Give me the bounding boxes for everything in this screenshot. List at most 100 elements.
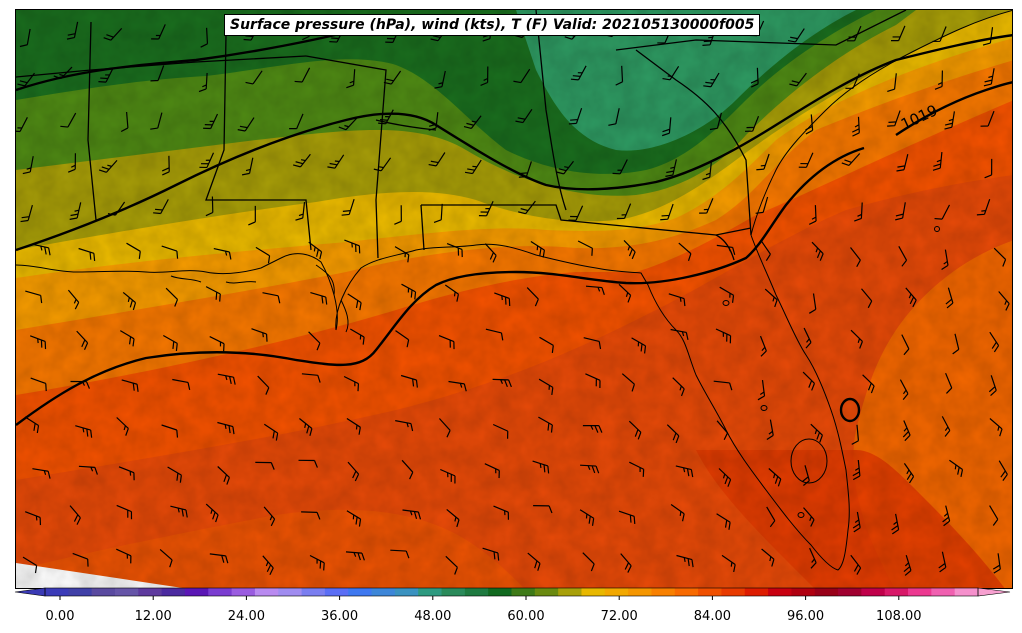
wind-barb: [803, 327, 812, 349]
wind-barb: [539, 336, 554, 354]
wind-barb: [526, 287, 539, 307]
wind-barb: [257, 375, 270, 395]
wind-barb: [198, 72, 208, 93]
wind-barb: [932, 26, 947, 43]
wind-barb: [532, 460, 550, 474]
wind-barb: [861, 288, 873, 309]
wind-barb: [484, 463, 500, 479]
wind-barb: [665, 159, 677, 177]
wind-barb: [585, 373, 601, 388]
wind-barb: [944, 111, 955, 130]
wind-barb: [984, 158, 993, 179]
wind-barb: [20, 204, 33, 223]
wind-barb: [851, 424, 860, 445]
colorbar-tick-label: 36.00: [321, 609, 358, 624]
wind-barb: [401, 283, 417, 300]
wind-barb: [568, 108, 583, 125]
temperature-colorbar: 0.00 12.00 24.00 36.00 48.00 60.00 72.00 84.00 9…: [14, 587, 1011, 624]
wind-barb: [702, 161, 712, 181]
wind-barb: [70, 380, 91, 389]
wind-barb: [938, 551, 947, 573]
colorbar-tick-label: 96.00: [787, 609, 824, 624]
wind-barb: [289, 113, 304, 130]
colorbar-cell: [861, 588, 886, 596]
wind-barb: [993, 247, 1007, 267]
wind-barb: [891, 513, 900, 535]
wind-barb: [518, 200, 536, 215]
wind-barb: [577, 240, 593, 256]
wind-barb: [666, 424, 680, 444]
wind-barb: [949, 459, 964, 478]
wind-barb: [446, 243, 463, 258]
wind-barb: [608, 108, 620, 126]
weather-map: 1019: [15, 9, 1013, 589]
colorbar-cell: [278, 588, 303, 596]
colorbar-cell: [371, 588, 396, 596]
colorbar-cell: [884, 588, 909, 596]
wind-barb: [934, 70, 943, 90]
wind-barb: [485, 328, 504, 341]
colorbar-cell: [138, 588, 163, 596]
wind-barb: [670, 328, 689, 341]
wind-barb: [585, 285, 605, 295]
wind-barb: [107, 201, 126, 216]
wind-barb: [678, 242, 692, 262]
wind-barb: [841, 153, 861, 166]
wind-barb: [903, 463, 915, 484]
wind-barb: [709, 112, 722, 131]
wind-barb: [618, 283, 632, 303]
wind-barb: [703, 72, 720, 88]
wind-barb: [661, 117, 672, 137]
wind-barb: [887, 73, 897, 93]
wind-barb: [394, 205, 402, 225]
wind-barb: [433, 203, 443, 224]
isobar-1016: [16, 28, 357, 92]
wind-barb: [579, 509, 595, 526]
colorbar-cell: [208, 588, 233, 596]
isobar-1017: [16, 146, 865, 426]
wind-barb: [809, 547, 817, 569]
wind-barb: [167, 466, 182, 483]
wind-barb: [702, 29, 716, 46]
isobars: [16, 28, 1012, 426]
wind-barb: [718, 468, 732, 487]
map-title: Surface pressure (hPa), wind (kts), T (F…: [224, 14, 761, 36]
wind-barb: [255, 461, 275, 470]
coastlines: [16, 10, 1012, 571]
wind-barb: [67, 153, 76, 173]
colorbar-cell: [721, 588, 746, 596]
wind-barb: [899, 379, 909, 401]
wind-barb: [120, 111, 129, 133]
colorbar-cell: [698, 588, 722, 596]
wind-barb: [440, 468, 456, 484]
wind-barb: [32, 243, 51, 256]
colorbar-cell: [838, 588, 862, 596]
wind-barb: [217, 466, 230, 485]
wind-barb: [341, 199, 355, 216]
wind-barb: [151, 24, 166, 40]
wind-barb: [629, 461, 645, 477]
colorbar-cell: [324, 588, 349, 596]
wind-barb: [903, 555, 912, 576]
wind-barb: [118, 466, 135, 481]
wind-barb: [205, 286, 221, 302]
wind-barb: [150, 65, 165, 82]
wind-barb: [803, 507, 815, 527]
wind-barb: [988, 375, 997, 396]
wind-barb: [945, 372, 953, 394]
wind-barb: [556, 160, 574, 175]
wind-barb: [896, 154, 909, 172]
wind-barb: [670, 504, 685, 522]
wind-barb: [484, 243, 497, 263]
wind-barb: [934, 204, 951, 220]
colorbar-tick-label: 60.00: [507, 609, 544, 624]
colorbar-ticks: 0.00 12.00 24.00 36.00 48.00 60.00 72.00 84.00 9…: [46, 596, 922, 624]
wind-barb: [850, 247, 861, 268]
wind-barb: [346, 69, 356, 89]
colorbar-cell: [628, 588, 652, 596]
wind-barb: [438, 418, 451, 438]
wind-barb: [945, 287, 954, 309]
wind-barb: [25, 290, 43, 304]
colorbar-cell: [254, 588, 279, 596]
wind-barb: [713, 380, 733, 391]
